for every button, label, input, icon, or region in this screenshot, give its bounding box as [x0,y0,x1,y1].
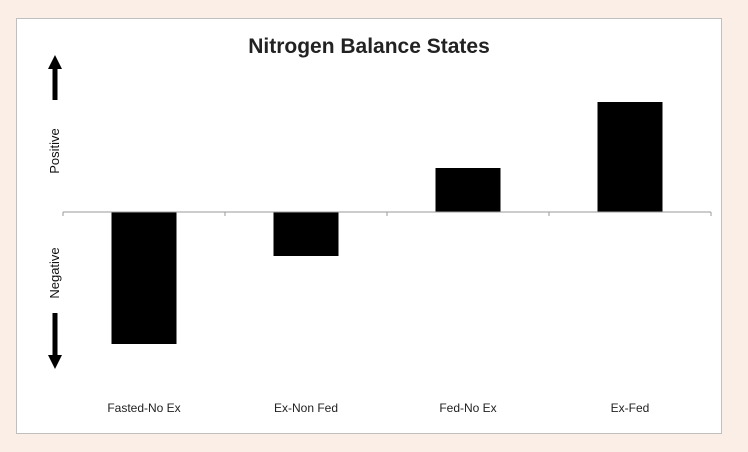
category-label: Ex-Non Fed [274,401,338,415]
chart-plot: Positive Negative Fasted-No Ex Ex-Non Fed… [47,55,712,415]
bar-fed-no-ex [435,168,501,212]
category-label: Ex-Fed [611,401,650,415]
chart-title: Nitrogen Balance States [248,35,490,58]
positive-axis-label: Positive [47,128,62,174]
bar-ex-non-fed [273,212,339,256]
positive-arrow-icon [48,55,62,100]
bar-fasted-no-ex [111,212,177,344]
bar-ex-fed [597,102,663,212]
category-label: Fed-No Ex [439,401,496,415]
chart-frame: Nitrogen Balance States Positive Negativ… [16,18,722,434]
negative-arrow-icon [48,313,62,369]
category-label: Fasted-No Ex [107,401,180,415]
negative-axis-label: Negative [47,247,62,298]
